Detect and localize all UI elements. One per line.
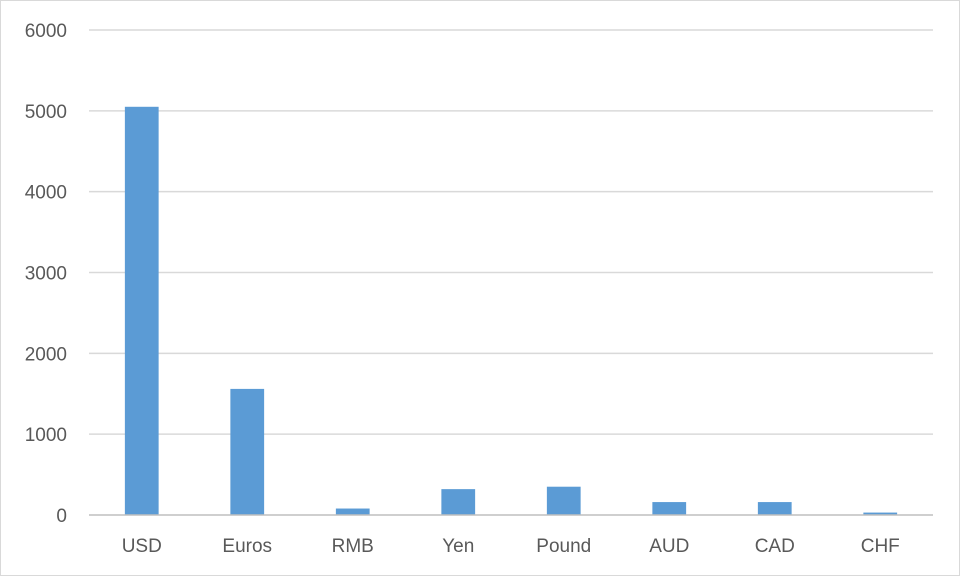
y-tick-label: 0 <box>56 506 67 527</box>
gridlines <box>89 29 933 435</box>
x-tick-label: CHF <box>861 536 900 557</box>
y-tick-labels: 0 1000 2000 3000 4000 5000 6000 <box>25 21 67 527</box>
x-tick-label: Euros <box>222 536 272 557</box>
y-tick-label: 2000 <box>25 344 67 365</box>
bar-yen <box>441 489 476 515</box>
bar-chf <box>863 512 898 515</box>
y-tick-label: 6000 <box>25 21 67 42</box>
bar-euros <box>230 388 265 515</box>
x-tick-label: AUD <box>649 536 689 557</box>
y-tick-label: 4000 <box>25 183 67 204</box>
bar-aud <box>652 502 687 515</box>
bar-cad <box>757 502 792 515</box>
x-tick-label: Pound <box>536 536 591 557</box>
x-tick-label: RMB <box>332 536 374 557</box>
bar-usd <box>124 106 159 516</box>
x-tick-label: CAD <box>755 536 795 557</box>
x-tick-label: USD <box>122 536 162 557</box>
y-tick-label: 5000 <box>25 102 67 123</box>
bar-rmb <box>335 508 370 515</box>
bars <box>124 106 898 516</box>
bar-pound <box>546 486 581 515</box>
y-tick-label: 1000 <box>25 425 67 446</box>
x-tick-labels: USD Euros RMB Yen Pound AUD CAD CHF <box>122 536 900 557</box>
x-tick-label: Yen <box>442 536 474 557</box>
y-tick-label: 3000 <box>25 264 67 285</box>
